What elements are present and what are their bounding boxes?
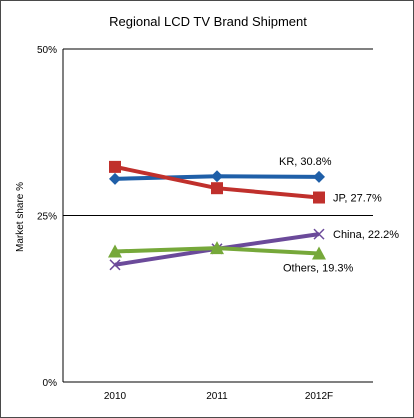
point-jp-2	[313, 191, 325, 204]
x-tick-label-0: 2010	[104, 391, 127, 402]
x-tick-label-2: 2012F	[305, 391, 333, 402]
x-tick-label-1: 2011	[206, 391, 228, 402]
point-others-1	[210, 241, 224, 255]
grid-layer	[63, 48, 373, 383]
point-china-0	[109, 259, 121, 271]
series-label-jp: JP, 27.7%	[333, 193, 382, 205]
series-layer	[108, 160, 326, 271]
axis-layer: 0% 25% 50% 2010 2011 2012F	[37, 45, 333, 402]
series-label-kr: KR, 30.8%	[279, 156, 332, 168]
point-kr-1	[211, 170, 223, 183]
point-others-2	[312, 246, 326, 260]
point-jp-1	[211, 182, 223, 195]
point-china-2	[313, 228, 325, 240]
point-others-0	[108, 244, 122, 258]
point-kr-2	[313, 170, 325, 183]
point-kr-0	[109, 172, 121, 185]
y-tick-label-2: 50%	[37, 45, 57, 56]
y-tick-label-1: 25%	[37, 212, 57, 223]
y-axis-label: Market share %	[15, 182, 26, 252]
series-label-china: China, 22.2%	[333, 229, 399, 241]
label-layer: KR, 30.8% JP, 27.7% China, 22.2% Others, 19…	[279, 156, 399, 275]
y-tick-label-0: 0%	[43, 378, 58, 389]
chart-title: Regional LCD TV Brand Shipment	[109, 14, 307, 29]
series-label-others: Others, 19.3%	[283, 262, 354, 274]
point-jp-0	[109, 160, 121, 173]
